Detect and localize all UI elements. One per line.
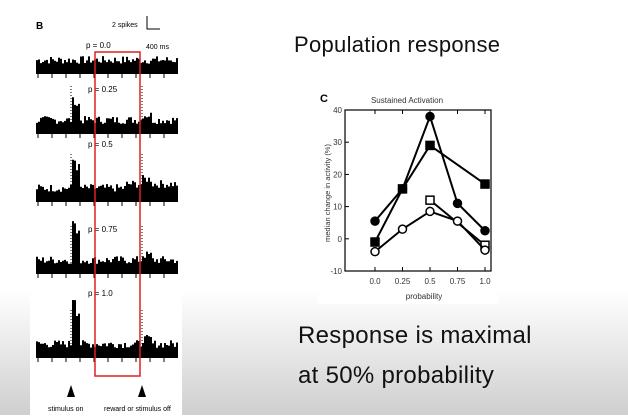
- histogram-row: p = 0.0: [36, 41, 178, 78]
- conclusion-line-2: at 50% probability: [298, 362, 495, 389]
- row-label: p = 0.25: [88, 85, 118, 94]
- x-axis-label: probability: [406, 292, 442, 301]
- data-point: [425, 195, 435, 205]
- row-label: p = 1.0: [88, 289, 113, 298]
- histogram-row: p = 0.5: [36, 140, 178, 206]
- x-tick-label: 0.75: [450, 277, 466, 286]
- scale-ms: 400 ms: [146, 44, 169, 51]
- y-tick-label: -10: [330, 267, 342, 276]
- data-point: [397, 184, 408, 194]
- scale-bar: [146, 16, 160, 30]
- reward-arrow: [138, 385, 146, 397]
- histogram-row: p = 0.25: [36, 85, 178, 138]
- panel-b-label: B: [36, 21, 43, 32]
- data-point: [452, 216, 463, 226]
- x-tick-label: 1.0: [479, 277, 491, 286]
- histogram-row: p = 0.75: [36, 221, 178, 278]
- data-point: [370, 246, 380, 257]
- y-axis-label: median change in activity (%): [323, 144, 332, 242]
- conclusion-line-1: Response is maximal: [298, 322, 532, 349]
- stimulus-on-label: stimulus on: [48, 406, 84, 413]
- histogram-bars: [36, 159, 178, 202]
- data-point: [425, 206, 435, 217]
- x-tick-label: 0.25: [395, 277, 411, 286]
- stimulus-on-arrow: [67, 385, 75, 397]
- reward-off-label: reward or stimulus off: [104, 406, 171, 413]
- y-tick-label: 40: [333, 106, 342, 115]
- y-tick-label: 10: [333, 203, 342, 212]
- data-point: [480, 179, 490, 189]
- histogram-bars: [36, 300, 178, 358]
- series-open-circle: [370, 206, 490, 257]
- slide-title: Population response: [294, 32, 501, 57]
- x-tick-label: 0.0: [369, 277, 381, 286]
- series-line: [374, 143, 486, 243]
- histogram-bars: [36, 221, 178, 274]
- y-tick-label: 30: [333, 138, 342, 147]
- data-point: [425, 140, 435, 151]
- scale-spikes: 2 spikes: [112, 22, 138, 29]
- x-tick-label: 0.5: [424, 277, 436, 286]
- series-filled-square: [370, 140, 490, 247]
- highlight-window: [94, 51, 141, 377]
- data-point: [425, 111, 435, 122]
- plot-frame: [344, 109, 492, 272]
- series-filled-circle: [370, 111, 490, 236]
- data-point: [480, 226, 490, 236]
- data-point: [452, 198, 463, 209]
- panel-c-label: C: [320, 93, 328, 105]
- y-tick-label: 0: [338, 235, 343, 244]
- y-tick-label: 20: [333, 170, 342, 179]
- row-label: p = 0.75: [88, 225, 118, 234]
- row-label: p = 0.0: [86, 41, 111, 50]
- histogram-bars: [36, 97, 178, 134]
- histogram-row: p = 1.0: [36, 289, 178, 362]
- panel-b-figure: B 2 spikes 400 ms p = 0.0 p = 0.25 p = 0.5…: [30, 12, 182, 415]
- series-line: [374, 210, 486, 253]
- row-label: p = 0.5: [88, 140, 113, 149]
- data-point: [370, 237, 380, 247]
- histogram-bars: [36, 56, 178, 74]
- data-point: [480, 245, 490, 255]
- chart-title: Sustained Activation: [371, 96, 443, 105]
- panel-c-chart: C Sustained Activation median change in …: [318, 88, 498, 304]
- data-point: [397, 224, 408, 234]
- data-point: [370, 216, 380, 226]
